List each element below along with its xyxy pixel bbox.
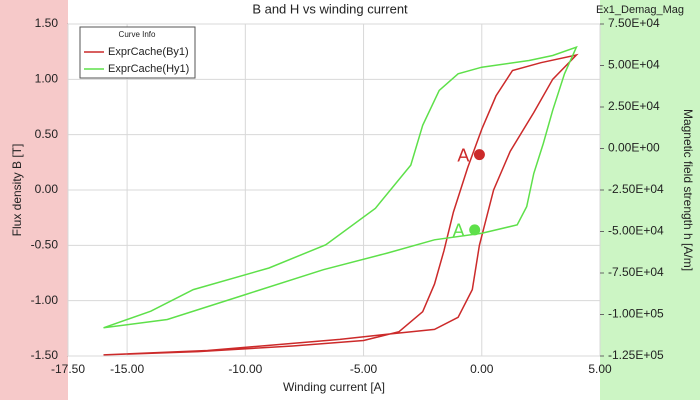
y-tick-label: -0.50 (31, 238, 59, 252)
y-tick-label: 1.50 (35, 16, 59, 30)
y-tick-label: -1.00 (31, 293, 59, 307)
curve (103, 45, 578, 329)
x-tick-label: 5.00 (588, 362, 612, 376)
left-axis-band (0, 0, 68, 400)
y-tick-label: -1.50 (31, 348, 59, 362)
curve (103, 53, 579, 356)
legend-label: ExprCache(Hy1) (108, 63, 189, 75)
marker-label: A (453, 221, 465, 241)
y2-tick-label: -1.25E+05 (608, 348, 664, 362)
x-tick-label: -10.00 (228, 362, 262, 376)
y2-tick-label: -5.00E+04 (608, 224, 664, 238)
x-tick-label: -17.50 (51, 362, 85, 376)
point-marker (473, 149, 485, 161)
y-axis-label: Flux density B [T] (10, 144, 24, 237)
chart-title: B and H vs winding current (252, 1, 408, 16)
x-tick-label: 0.00 (470, 362, 494, 376)
y2-tick-label: 7.50E+04 (608, 16, 660, 30)
x-axis-label: Winding current [A] (283, 380, 385, 394)
y2-tick-label: -7.50E+04 (608, 265, 664, 279)
legend: Curve Info ExprCache(By1) ExprCache(Hy1) (79, 26, 196, 79)
y-tick-label: 1.00 (35, 72, 59, 86)
legend-label: ExprCache(By1) (108, 46, 189, 58)
y2-tick-label: 0.00E+00 (608, 141, 660, 155)
y-tick-label: 0.00 (35, 182, 59, 196)
point-marker (469, 224, 481, 236)
chart-subtitle: Ex1_Demag_Mag (596, 4, 684, 16)
x-tick-label: -15.00 (110, 362, 144, 376)
legend-title: Curve Info (119, 30, 156, 39)
marker-label: A (457, 145, 469, 165)
x-tick-label: -5.00 (350, 362, 378, 376)
y2-tick-label: -1.00E+05 (608, 307, 664, 321)
y2-tick-label: 2.50E+04 (608, 99, 660, 113)
y2-tick-label: -2.50E+04 (608, 182, 664, 196)
right-axis-band (600, 0, 700, 400)
y2-axis-label: Magnetic field strength h [A/m] (681, 109, 695, 271)
y2-tick-label: 5.00E+04 (608, 58, 660, 72)
y-tick-label: 0.50 (35, 127, 59, 141)
